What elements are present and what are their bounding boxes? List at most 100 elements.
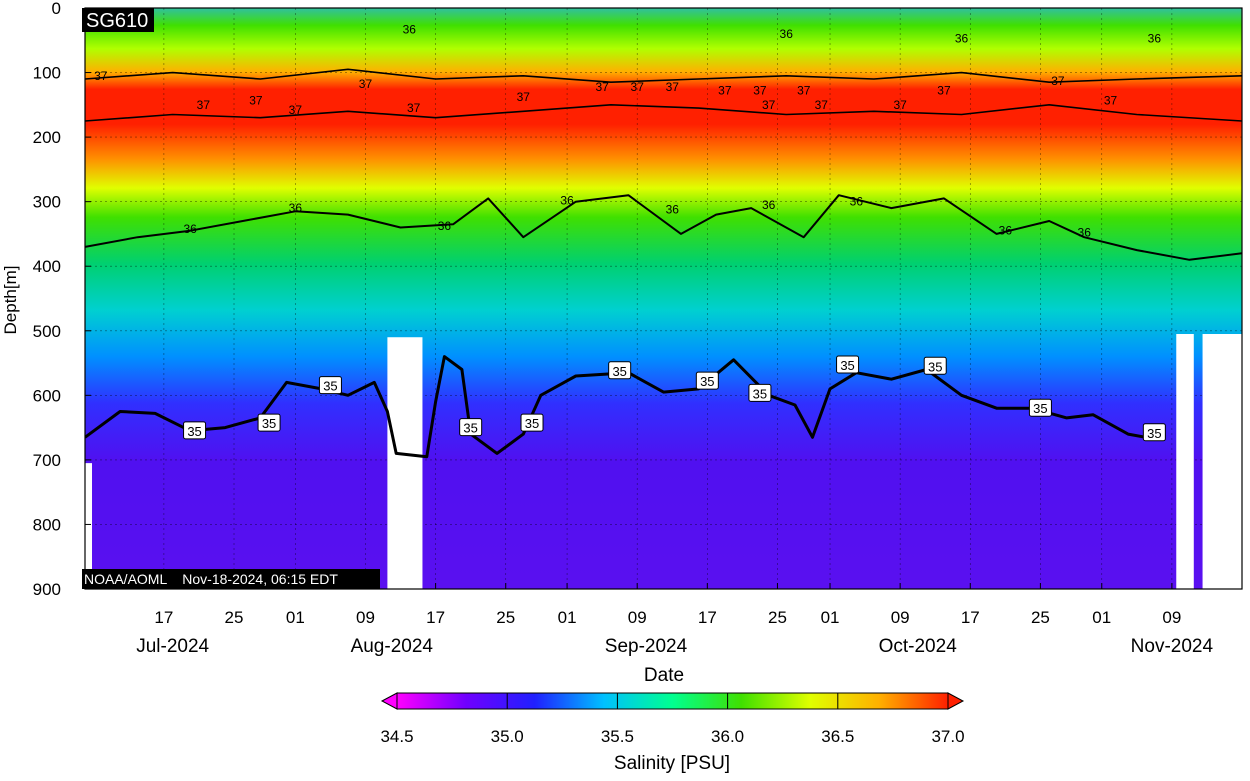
credit-box: NOAA/AOML Nov-18-2024, 06:15 EDT [82, 569, 380, 589]
contour-label: 36 [438, 219, 452, 233]
plot-label-box: SG610 [82, 8, 154, 32]
contour-label: 37 [1051, 74, 1065, 88]
y-tick-label: 0 [52, 0, 61, 18]
contour-label: 37 [94, 69, 108, 83]
contour-label: 36 [955, 31, 969, 45]
contour-label-box [695, 371, 719, 390]
data-gap [85, 463, 93, 589]
contour-label: 35 [928, 359, 942, 374]
y-axis-label: Depth[m] [1, 266, 20, 335]
x-tick-label: 25 [225, 608, 244, 627]
grid [85, 8, 1242, 589]
plot-label: SG610 [86, 10, 148, 32]
contour-label: 37 [1104, 93, 1118, 107]
y-axis: 0 100 200 300 400 500 600 700 800 900 [33, 0, 91, 599]
x-tick-label: 01 [558, 608, 577, 627]
contour-label-box [836, 355, 860, 374]
credit-text: NOAA/AOML Nov-18-2024, 06:15 EDT [84, 571, 338, 587]
contour-label-box [748, 383, 772, 402]
contour-label: 35 [262, 416, 276, 431]
contour-label: 35 [187, 424, 201, 439]
y-tick-label: 700 [33, 451, 61, 470]
isoline-36 [85, 194, 1242, 261]
data-gap [387, 337, 423, 589]
isoline-37-lower [85, 104, 1242, 122]
colorbar-extend-high [947, 692, 965, 710]
colorbar-extend-low [380, 692, 398, 710]
contour-label-box [459, 418, 483, 437]
contour-label: 35 [1147, 426, 1161, 441]
contour-label: 36 [780, 27, 794, 41]
contour-label: 37 [249, 93, 263, 107]
contour-label-box [520, 413, 544, 432]
contour-label: 35 [753, 386, 767, 401]
x-tick-label: 09 [356, 608, 375, 627]
isoline-35 [85, 355, 1146, 459]
y-tick-label: 500 [33, 322, 61, 341]
x-tick-label: 01 [821, 608, 840, 627]
month-label: Oct-2024 [879, 636, 958, 657]
month-label: Sep-2024 [605, 636, 688, 657]
contour-label: 37 [666, 80, 680, 94]
colorbar-tick-label: 36.5 [821, 727, 854, 746]
month-label: Aug-2024 [351, 636, 434, 657]
x-tick-label: 09 [891, 608, 910, 627]
colorbar-tick-label: 34.5 [380, 727, 413, 746]
contour-label: 37 [937, 84, 951, 98]
data-gap [1176, 334, 1194, 589]
x-axis: 17 25 01 09 17 25 01 09 17 25 01 09 17 25 01 09 Jul-2024… [136, 583, 1213, 657]
y-tick-label: 400 [33, 257, 61, 276]
contour-label: 37 [753, 84, 767, 98]
y-tick-label: 300 [33, 193, 61, 212]
contour-label: 36 [560, 193, 574, 207]
contour-label: 35 [612, 364, 626, 379]
data-gap [1202, 334, 1242, 589]
colorbar-tick-label: 35.5 [601, 727, 634, 746]
contour-label: 35 [840, 358, 854, 373]
contour-label: 36 [999, 224, 1013, 238]
contour-label: 37 [197, 98, 211, 112]
contour-label: 37 [631, 80, 645, 94]
contour-label-box [183, 421, 207, 440]
contour-label: 35 [1033, 401, 1047, 416]
x-tick-label: 17 [154, 608, 173, 627]
colorbar-tick-label: 35.0 [491, 727, 524, 746]
contour-label: 36 [1078, 226, 1092, 240]
month-label: Jul-2024 [136, 636, 209, 657]
y-tick-label: 100 [33, 64, 61, 83]
contour-label-box [923, 356, 947, 375]
contour-label-box [318, 376, 342, 395]
contour-label-box [257, 413, 281, 432]
contour-label: 37 [289, 103, 303, 117]
x-tick-label: 25 [496, 608, 515, 627]
contour-label: 35 [463, 421, 477, 436]
contour-label: 37 [893, 98, 907, 112]
colorbar-label: Salinity [PSU] [614, 753, 730, 774]
y-tick-label: 800 [33, 515, 61, 534]
colorbar-tick-label: 36.0 [711, 727, 744, 746]
x-tick-label: 09 [628, 608, 647, 627]
colorbar-scale [396, 692, 949, 710]
contour-label: 36 [762, 198, 776, 212]
contour-label: 36 [850, 195, 864, 209]
x-tick-label: 09 [1162, 608, 1181, 627]
contour-label: 37 [407, 101, 421, 115]
plot-frame [84, 7, 1243, 590]
contour-label: 35 [525, 416, 539, 431]
x-tick-label: 01 [1092, 608, 1111, 627]
contour-label-box [1142, 423, 1166, 442]
contour-label: 37 [718, 84, 732, 98]
y-tick-label: 200 [33, 128, 61, 147]
x-tick-label: 17 [961, 608, 980, 627]
isolines [85, 68, 1242, 459]
x-axis-label: Date [644, 665, 684, 686]
y-tick-label: 900 [33, 580, 61, 599]
x-tick-label: 25 [768, 608, 787, 627]
x-tick-label: 01 [286, 608, 305, 627]
contour-label-box [608, 361, 632, 380]
contour-label: 35 [323, 379, 337, 394]
